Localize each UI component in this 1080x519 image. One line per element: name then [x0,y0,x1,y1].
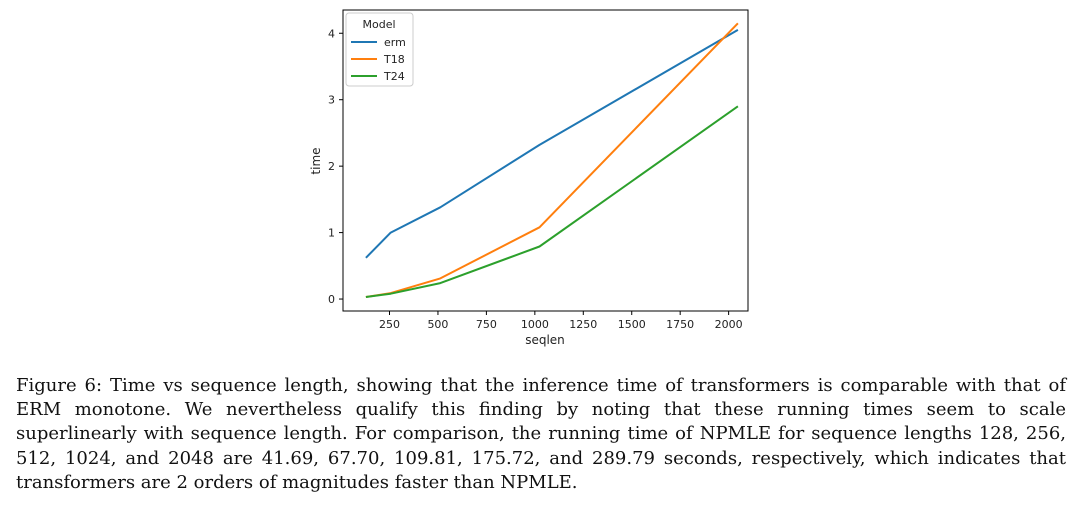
figure-caption: Figure 6: Time vs sequence length, showi… [16,375,1066,493]
x-tick-label: 1750 [666,318,694,331]
legend-title: Model [362,18,395,31]
y-axis-ticks: 0 1 2 3 4 [328,27,343,306]
x-axis-ticks: 250 500 750 1000 1250 1500 1750 2000 [379,311,743,331]
series-lines [365,22,739,298]
series-line-erm [365,29,739,259]
legend-label-T18: T18 [383,53,405,66]
x-axis-label: seqlen [525,333,565,347]
x-tick-label: 1500 [618,318,646,331]
x-tick-label: 1000 [521,318,549,331]
x-tick-label: 2000 [715,318,743,331]
x-tick-label: 500 [427,318,448,331]
y-tick-label: 4 [328,27,335,40]
legend: Model erm T18 T24 [345,12,414,87]
legend-items: erm T18 T24 [351,36,406,83]
line-chart: 250 500 750 1000 1250 1500 1750 2000 0 1 2 3 4 seql… [309,9,749,347]
figure-chart: 250 500 750 1000 1250 1500 1750 2000 0 1 2 3 4 seql… [309,9,749,347]
y-axis-label: time [309,147,323,174]
x-tick-label: 750 [476,318,497,331]
legend-label-erm: erm [384,36,406,49]
x-tick-label: 250 [379,318,400,331]
y-tick-label: 2 [328,160,335,173]
series-line-T24 [365,105,739,298]
y-tick-label: 0 [328,293,335,306]
x-tick-label: 1250 [569,318,597,331]
legend-label-T24: T24 [383,70,405,83]
y-tick-label: 3 [328,94,335,107]
y-tick-label: 1 [328,227,335,240]
legend-box [345,12,414,87]
